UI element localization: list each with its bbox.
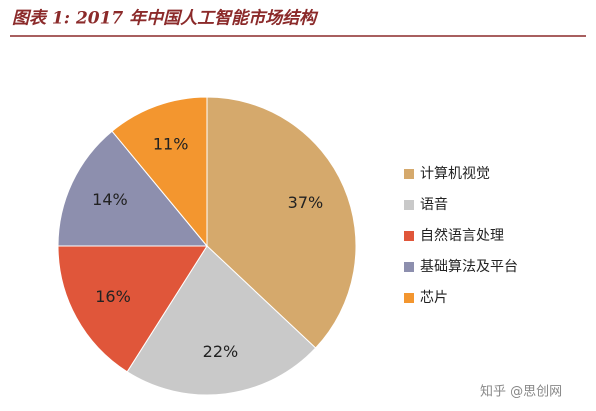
legend-swatch <box>404 231 414 241</box>
legend-label: 自然语言处理 <box>420 227 504 244</box>
data-label: 37% <box>288 193 324 212</box>
data-label: 22% <box>203 342 239 361</box>
pie-slice <box>57 130 209 247</box>
watermark: 知乎 @思创网 <box>480 384 562 400</box>
legend-swatch <box>404 200 414 210</box>
legend-swatch <box>404 262 414 272</box>
data-label: 11% <box>153 135 189 154</box>
legend-label: 芯片 <box>420 290 448 306</box>
legend-label: 基础算法及平台 <box>420 258 518 275</box>
legend-label: 计算机视觉 <box>420 166 490 182</box>
data-label: 16% <box>95 287 131 306</box>
chart-title: 图表 1: 2017 年中国人工智能市场结构 <box>12 9 319 29</box>
pie-slice <box>126 245 317 396</box>
legend-swatch <box>404 169 414 179</box>
data-label: 14% <box>92 190 128 209</box>
legend-swatch <box>404 293 414 303</box>
pie-slice <box>206 96 357 349</box>
legend-label: 语音 <box>420 196 448 213</box>
pie-slice <box>111 96 208 248</box>
pie-slice <box>57 245 208 373</box>
